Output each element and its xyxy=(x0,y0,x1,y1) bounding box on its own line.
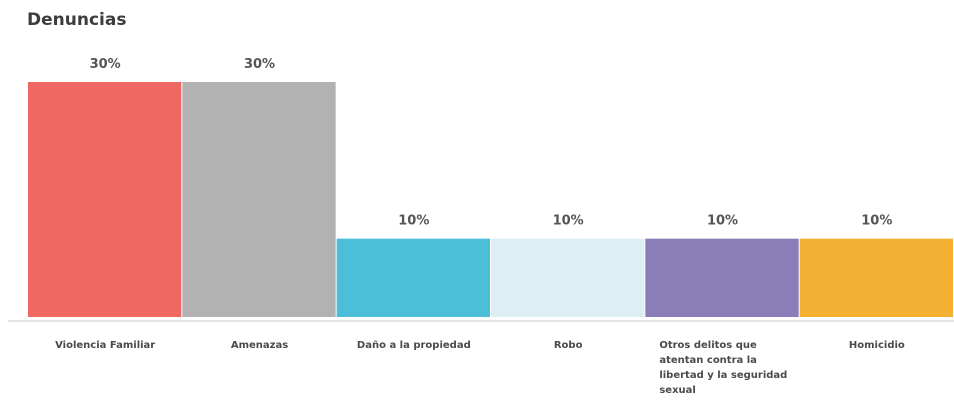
bar-2 xyxy=(182,82,336,317)
value-label-2: 30% xyxy=(244,57,275,72)
bar-3 xyxy=(336,238,490,317)
bar-4 xyxy=(491,238,645,317)
value-label-5: 10% xyxy=(707,214,738,229)
value-label-6: 10% xyxy=(861,214,892,229)
value-label-3: 10% xyxy=(398,214,429,229)
value-label-4: 10% xyxy=(553,214,584,229)
category-label-1: Violencia Familiar xyxy=(55,340,156,351)
category-label-4: Robo xyxy=(553,340,583,351)
value-label-1: 30% xyxy=(90,57,121,72)
chart-title: Denuncias xyxy=(27,10,127,30)
category-label-6: Homicidio xyxy=(848,340,905,351)
bar-1 xyxy=(28,82,182,317)
bar-5 xyxy=(645,238,799,317)
category-label-2: Amenazas xyxy=(230,340,289,351)
category-label-5: Otros delitos que atentan contra la libe… xyxy=(659,340,788,396)
category-label-3: Daño a la propiedad xyxy=(356,340,471,351)
bar-6 xyxy=(799,238,953,317)
